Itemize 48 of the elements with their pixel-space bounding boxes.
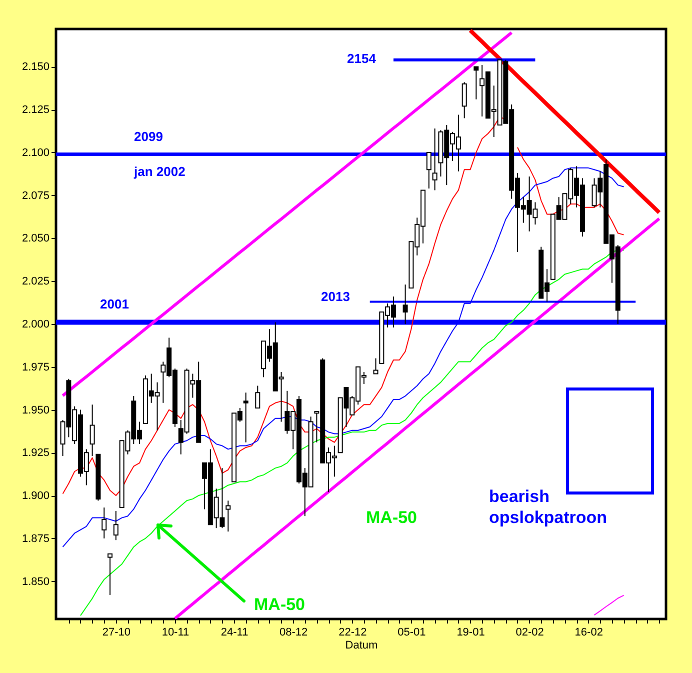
- y-tick-label: 2.025: [22, 276, 50, 288]
- y-tick-label: 1.950: [22, 404, 50, 416]
- text: MA-50: [366, 508, 418, 527]
- x-tick-label: 16-02: [574, 626, 603, 638]
- ref-line-label: 2001: [100, 296, 129, 312]
- y-tick-label: 1.850: [22, 576, 50, 588]
- candlestick: [102, 507, 107, 539]
- y-tick-label: 2.100: [22, 146, 50, 159]
- candlestick: [226, 500, 231, 532]
- x-tick-label: 27-10: [102, 626, 130, 638]
- y-tick-label: 1.900: [22, 490, 50, 502]
- y-tick-label: 2.075: [22, 190, 50, 202]
- line-series: [61, 31, 514, 398]
- line-series: [594, 594, 624, 616]
- x-tick-label: 22-12: [338, 626, 367, 638]
- candlestick: [474, 66, 479, 100]
- x-tick-label: 10-11: [162, 626, 190, 638]
- candlestick: [113, 510, 118, 541]
- candlestick: [426, 152, 432, 190]
- x-tick-label: 19-01: [456, 626, 485, 638]
- y-tick-label: 1.975: [22, 361, 50, 374]
- candlestick: [432, 128, 438, 191]
- x-tick-label: 08-12: [280, 626, 308, 638]
- candlestick: [243, 392, 248, 443]
- x-tick-label: 02-02: [516, 626, 544, 638]
- candlestick: [402, 284, 408, 324]
- x-tick-label: 24-11: [220, 626, 248, 638]
- y-tick-label: 2.150: [22, 61, 50, 74]
- x-axis-title: Datum: [345, 640, 378, 652]
- annotation: bearish opslokpatroon: [489, 487, 608, 527]
- y-tick-label: 1.875: [22, 532, 50, 545]
- text: MA-50: [254, 595, 306, 614]
- y-tick-label: 2.000: [22, 318, 50, 330]
- line-series: [80, 250, 624, 616]
- y-tick-label: 2.125: [22, 104, 50, 116]
- candlestick: [255, 385, 260, 409]
- y-tick-label: 2.050: [22, 232, 50, 245]
- annotation: jan 2002: [133, 164, 186, 179]
- candlestick: [462, 82, 467, 119]
- candlestick: [373, 358, 378, 374]
- ref-line-label: 2099: [134, 129, 163, 144]
- line-series: [173, 217, 661, 619]
- annotation: 2154: [347, 51, 377, 66]
- candlestick: [108, 553, 113, 596]
- annotation: 2013: [321, 289, 350, 304]
- candlestick: [90, 404, 95, 457]
- x-tick-label: 05-01: [398, 626, 426, 638]
- y-tick-label: 1.925: [22, 447, 50, 460]
